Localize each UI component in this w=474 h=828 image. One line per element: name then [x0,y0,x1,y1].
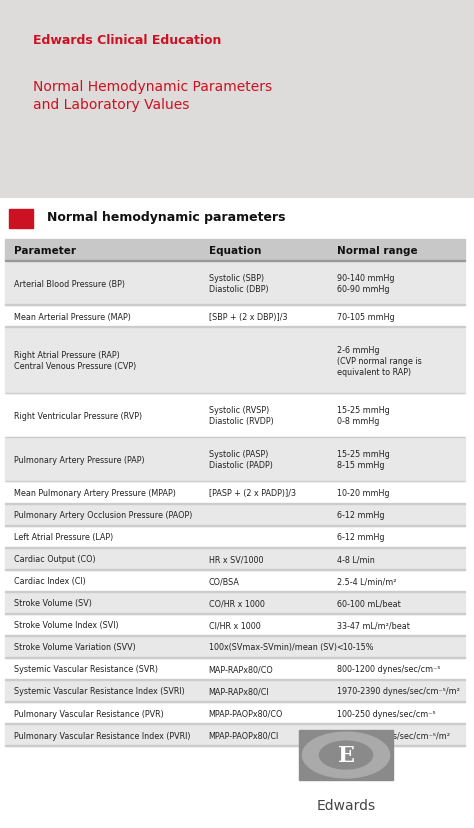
Text: Equation: Equation [209,246,261,256]
Text: Cardiac Index (CI): Cardiac Index (CI) [14,576,86,585]
Text: Right Atrial Pressure (RAP)
Central Venous Pressure (CVP): Right Atrial Pressure (RAP) Central Veno… [14,351,137,371]
Bar [5,504,465,526]
Text: 6-12 mmHg: 6-12 mmHg [337,510,384,519]
Text: Cardiac Output (CO): Cardiac Output (CO) [14,555,96,564]
Bar [5,548,465,570]
Circle shape [302,732,390,778]
Text: Systolic (SBP)
Diastolic (DBP): Systolic (SBP) Diastolic (DBP) [209,273,268,294]
Text: HR x SV/1000: HR x SV/1000 [209,555,263,564]
Text: Pulmonary Artery Occlusion Pressure (PAOP): Pulmonary Artery Occlusion Pressure (PAO… [14,510,192,519]
Bar [5,438,465,482]
Text: 90-140 mmHg
60-90 mmHg: 90-140 mmHg 60-90 mmHg [337,273,394,294]
Text: 255-285 dynes/sec/cm⁻⁵/m²: 255-285 dynes/sec/cm⁻⁵/m² [337,730,449,739]
Text: 15-25 mmHg
0-8 mmHg: 15-25 mmHg 0-8 mmHg [337,406,389,426]
Text: Normal range: Normal range [337,246,417,256]
Text: E: E [337,744,355,766]
Text: Pulmonary Artery Pressure (PAP): Pulmonary Artery Pressure (PAP) [14,455,145,465]
Text: Normal Hemodynamic Parameters
and Laboratory Values: Normal Hemodynamic Parameters and Labora… [33,79,272,112]
Text: MPAP-PAOPx80/CO: MPAP-PAOPx80/CO [209,709,283,718]
Text: Left Atrial Pressure (LAP): Left Atrial Pressure (LAP) [14,532,113,542]
Text: Systolic (RVSP)
Diastolic (RVDP): Systolic (RVSP) Diastolic (RVDP) [209,406,273,426]
Bar [5,262,465,306]
Text: Stroke Volume Variation (SVV): Stroke Volume Variation (SVV) [14,643,136,652]
Text: CI/HR x 1000: CI/HR x 1000 [209,620,260,629]
Circle shape [319,741,373,769]
Bar [5,636,465,658]
Bar [5,592,465,614]
Text: 15-25 mmHg
8-15 mmHg: 15-25 mmHg 8-15 mmHg [337,450,389,470]
Text: MAP-RAPx80/CI: MAP-RAPx80/CI [209,686,269,696]
Text: 10-20 mmHg: 10-20 mmHg [337,489,389,498]
Text: CO/HR x 1000: CO/HR x 1000 [209,599,264,608]
Text: Pulmonary Vascular Resistance Index (PVRI): Pulmonary Vascular Resistance Index (PVR… [14,730,191,739]
Bar [5,328,465,394]
Text: 1970-2390 dynes/sec/cm⁻⁵/m²: 1970-2390 dynes/sec/cm⁻⁵/m² [337,686,459,696]
Bar [9,209,33,229]
Text: MAP-RAPx80/CO: MAP-RAPx80/CO [209,665,273,674]
Text: 33-47 mL/m²/beat: 33-47 mL/m²/beat [337,620,410,629]
Text: Systemic Vascular Resistance (SVR): Systemic Vascular Resistance (SVR) [14,665,158,674]
Text: 6-12 mmHg: 6-12 mmHg [337,532,384,542]
Text: 70-105 mmHg: 70-105 mmHg [337,312,394,321]
Text: 2.5-4 L/min/m²: 2.5-4 L/min/m² [337,576,396,585]
Bar [5,724,465,746]
Text: Arterial Blood Pressure (BP): Arterial Blood Pressure (BP) [14,279,125,288]
Text: Systolic (PASP)
Diastolic (PADP): Systolic (PASP) Diastolic (PADP) [209,450,273,470]
Text: 2-6 mmHg
(CVP normal range is
equivalent to RAP): 2-6 mmHg (CVP normal range is equivalent… [337,345,421,377]
Text: Right Ventricular Pressure (RVP): Right Ventricular Pressure (RVP) [14,412,142,421]
Bar [5,239,465,262]
Text: Mean Pulmonary Artery Pressure (MPAP): Mean Pulmonary Artery Pressure (MPAP) [14,489,176,498]
Text: 800-1200 dynes/sec/cm⁻⁵: 800-1200 dynes/sec/cm⁻⁵ [337,665,440,674]
Text: Stroke Volume (SV): Stroke Volume (SV) [14,599,92,608]
Text: Edwards: Edwards [317,798,375,811]
Text: Pulmonary Vascular Resistance (PVR): Pulmonary Vascular Resistance (PVR) [14,709,164,718]
Text: <10-15%: <10-15% [337,643,374,652]
Text: Systemic Vascular Resistance Index (SVRI): Systemic Vascular Resistance Index (SVRI… [14,686,185,696]
Text: 100-250 dynes/sec/cm⁻⁵: 100-250 dynes/sec/cm⁻⁵ [337,709,435,718]
Text: Mean Arterial Pressure (MAP): Mean Arterial Pressure (MAP) [14,312,131,321]
Text: [SBP + (2 x DBP)]/3: [SBP + (2 x DBP)]/3 [209,312,287,321]
Text: Stroke Volume Index (SVI): Stroke Volume Index (SVI) [14,620,119,629]
Text: MPAP-PAOPx80/CI: MPAP-PAOPx80/CI [209,730,279,739]
Text: Normal hemodynamic parameters: Normal hemodynamic parameters [47,211,286,224]
Text: Parameter: Parameter [14,246,76,256]
Bar [299,730,393,780]
Bar [5,680,465,702]
Text: CO/BSA: CO/BSA [209,576,239,585]
Text: 100x(SVmax-SVmin)/mean (SV): 100x(SVmax-SVmin)/mean (SV) [209,643,337,652]
Text: Edwards Clinical Education: Edwards Clinical Education [33,34,221,46]
Text: 60-100 mL/beat: 60-100 mL/beat [337,599,400,608]
Text: [PASP + (2 x PADP)]/3: [PASP + (2 x PADP)]/3 [209,489,296,498]
Text: 4-8 L/min: 4-8 L/min [337,555,374,564]
